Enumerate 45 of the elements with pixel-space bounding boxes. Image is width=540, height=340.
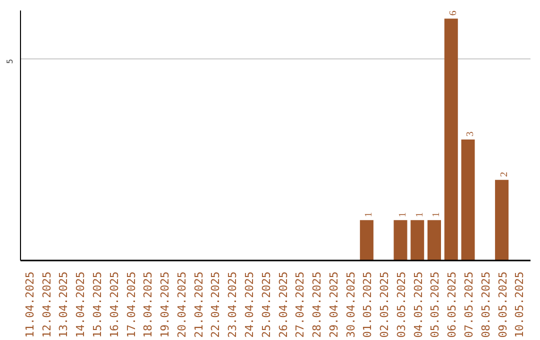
x-tick-label: 05.05.2025 — [428, 271, 442, 338]
x-tick-label: 21.04.2025 — [192, 271, 206, 338]
x-tick-label: 27.04.2025 — [294, 271, 307, 338]
bar — [495, 180, 509, 260]
x-tick-label: 08.05.2025 — [479, 271, 492, 338]
data-label: 1 — [431, 212, 442, 218]
x-tick-label: 15.04.2025 — [90, 271, 104, 338]
x-tick-label: 18.04.2025 — [142, 271, 155, 338]
bar — [360, 220, 374, 260]
x-tick-label: 20.04.2025 — [175, 271, 188, 338]
x-tick-label: 01.05.2025 — [361, 271, 374, 338]
x-tick-label: 28.04.2025 — [310, 271, 324, 338]
x-tick-label: 02.05.2025 — [378, 271, 392, 338]
bar — [461, 140, 475, 260]
x-tick-label: 04.05.2025 — [412, 271, 425, 338]
x-tick-label: 24.04.2025 — [242, 271, 256, 338]
x-tick-label: 03.05.2025 — [394, 271, 408, 338]
x-tick-label: 07.05.2025 — [462, 271, 476, 338]
x-tick-label: 22.04.2025 — [209, 271, 222, 338]
bar — [444, 18, 458, 260]
x-tick-label: 17.04.2025 — [124, 271, 138, 338]
x-tick-label: 10.05.2025 — [513, 271, 526, 338]
x-tick-label: 25.04.2025 — [260, 271, 273, 338]
x-tick-label: 13.04.2025 — [57, 271, 70, 338]
x-tick-label: 06.05.2025 — [446, 271, 459, 338]
data-label: 2 — [498, 172, 510, 177]
x-tick-label: 09.05.2025 — [496, 271, 510, 338]
data-label: 1 — [414, 212, 426, 218]
x-tick-label: 30.04.2025 — [344, 271, 358, 338]
bar — [410, 220, 424, 260]
x-tick-label: 11.04.2025 — [23, 271, 36, 338]
x-tick-label: 12.04.2025 — [40, 271, 54, 338]
bar — [427, 220, 441, 260]
x-tick-label: 29.04.2025 — [327, 271, 340, 338]
x-tick-label: 23.04.2025 — [226, 271, 240, 338]
ref-line-label: 5 — [6, 58, 14, 64]
bar — [394, 220, 408, 260]
x-tick-label: 26.04.2025 — [276, 271, 290, 338]
data-label: 1 — [397, 212, 408, 218]
data-label: 3 — [465, 132, 476, 137]
data-label: 6 — [448, 10, 460, 16]
x-tick-label: 16.04.2025 — [108, 271, 121, 338]
data-label: 1 — [364, 212, 375, 218]
x-tick-label: 14.04.2025 — [74, 271, 88, 338]
x-tick-label: 19.04.2025 — [158, 271, 172, 338]
